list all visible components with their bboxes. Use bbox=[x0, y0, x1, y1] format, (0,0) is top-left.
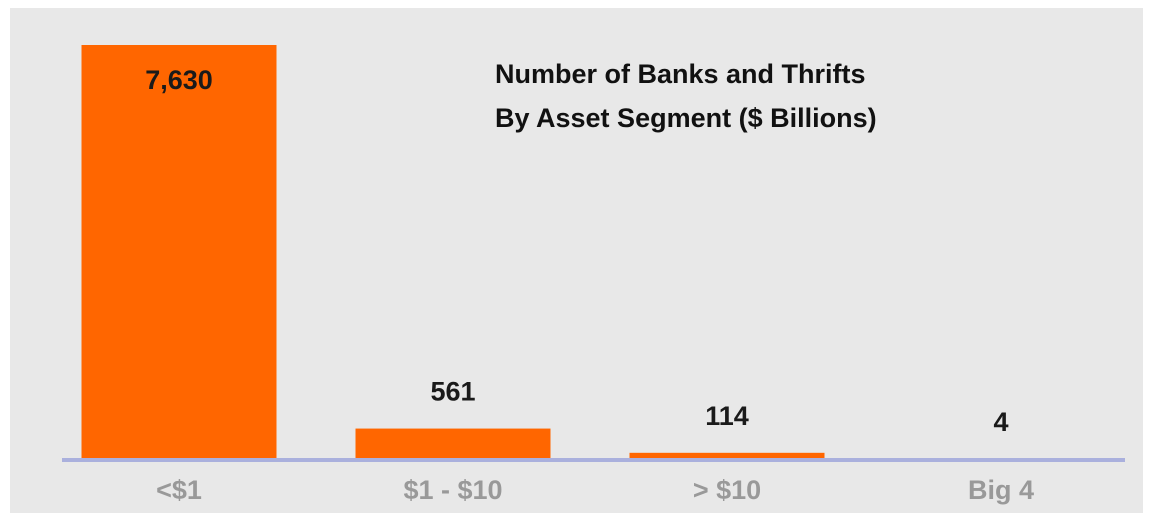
bar bbox=[355, 428, 551, 459]
bar bbox=[81, 45, 277, 459]
x-tick-label: Big 4 bbox=[968, 475, 1034, 505]
bar bbox=[629, 452, 825, 459]
x-tick-label: > $10 bbox=[693, 475, 761, 505]
value-label: 7,630 bbox=[145, 65, 213, 95]
value-label: 4 bbox=[993, 407, 1008, 437]
x-tick-label: <$1 bbox=[156, 475, 202, 505]
chart-subtitle: By Asset Segment ($ Billions) bbox=[495, 103, 877, 133]
chart-title: Number of Banks and Thrifts bbox=[495, 59, 866, 89]
x-axis-line bbox=[62, 458, 1125, 462]
value-label: 561 bbox=[430, 377, 475, 407]
x-tick-label: $1 - $10 bbox=[403, 475, 502, 505]
value-label: 114 bbox=[705, 401, 749, 431]
